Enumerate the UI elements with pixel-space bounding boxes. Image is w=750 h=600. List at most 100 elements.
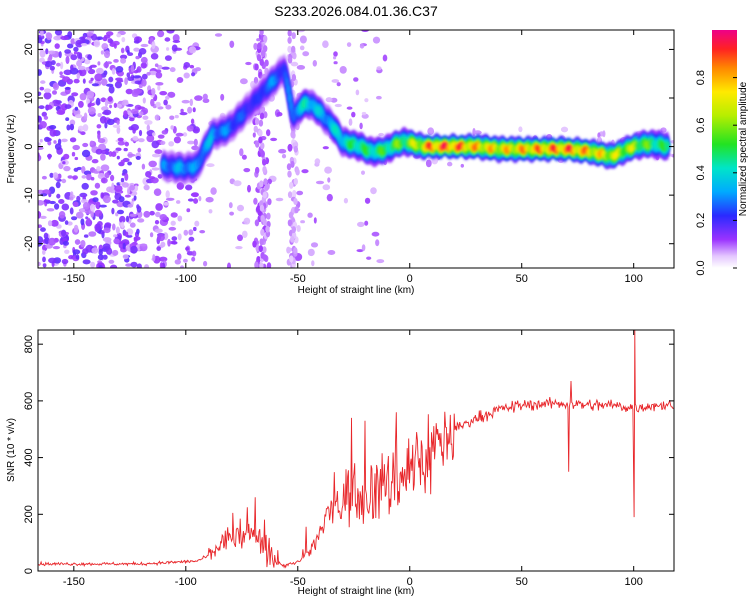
- x-tick-label: 0: [407, 273, 413, 285]
- noise-speck: [597, 132, 601, 139]
- noise-speck: [38, 115, 42, 123]
- noise-speck: [54, 43, 60, 49]
- noise-speck: [49, 200, 56, 205]
- noise-speck: [125, 263, 132, 267]
- x-tick-label: 100: [625, 273, 643, 285]
- noise-speck: [55, 181, 61, 189]
- noise-speck: [104, 122, 108, 129]
- noise-speck: [90, 210, 94, 218]
- noise-speck: [107, 96, 113, 102]
- noise-speck: [261, 50, 266, 58]
- noise-speck: [149, 210, 155, 216]
- noise-speck: [138, 84, 143, 89]
- noise-speck: [518, 126, 523, 133]
- noise-speck: [254, 261, 259, 268]
- noise-speck: [287, 30, 292, 37]
- noise-speck: [54, 203, 60, 210]
- noise-speck: [69, 123, 75, 131]
- y-tick-label: 10: [23, 92, 35, 104]
- noise-speck: [130, 64, 135, 73]
- noise-speck: [74, 106, 79, 111]
- noise-speck: [89, 203, 96, 212]
- noise-speck: [108, 259, 115, 264]
- noise-speck: [157, 233, 165, 242]
- noise-speck: [252, 240, 257, 248]
- noise-speck: [90, 77, 94, 82]
- noise-speck: [40, 80, 46, 84]
- noise-speck: [175, 132, 184, 137]
- noise-speck: [192, 107, 196, 113]
- noise-speck: [64, 220, 69, 225]
- noise-speck: [359, 43, 365, 49]
- noise-speck: [188, 229, 194, 236]
- noise-speck: [602, 130, 606, 138]
- noise-speck: [134, 80, 143, 85]
- colorbar-label: Normalized spectral amplitude: [738, 81, 749, 216]
- noise-speck: [72, 201, 79, 207]
- y-tick-label: 0: [23, 568, 35, 574]
- noise-speck: [193, 138, 198, 147]
- noise-speck: [287, 36, 292, 44]
- noise-speck: [100, 177, 108, 184]
- noise-speck: [255, 140, 260, 148]
- noise-speck: [253, 42, 258, 50]
- noise-speck: [103, 227, 111, 234]
- noise-speck: [174, 114, 179, 119]
- noise-speck: [160, 140, 166, 145]
- spectrogram-x-axis-label: Height of straight line (km): [298, 285, 415, 296]
- noise-speck: [139, 243, 148, 247]
- noise-speck: [315, 180, 325, 185]
- noise-speck: [150, 53, 159, 60]
- noise-speck: [71, 151, 76, 157]
- noise-speck: [259, 59, 264, 66]
- noise-speck: [188, 46, 197, 54]
- noise-speck: [263, 111, 268, 119]
- noise-speck: [82, 259, 91, 265]
- noise-speck: [286, 163, 292, 171]
- noise-speck: [101, 43, 109, 50]
- noise-speck: [119, 215, 126, 224]
- noise-speck: [560, 126, 569, 133]
- noise-speck: [116, 79, 124, 83]
- x-tick-label: -100: [175, 273, 197, 285]
- noise-speck: [60, 35, 69, 41]
- noise-speck: [52, 172, 59, 179]
- noise-speck: [44, 88, 51, 93]
- noise-speck: [90, 261, 96, 268]
- x-tick-label: -100: [175, 576, 197, 588]
- noise-speck: [289, 181, 294, 189]
- noise-speck: [157, 30, 165, 38]
- noise-speck: [187, 140, 195, 145]
- noise-speck: [293, 145, 298, 153]
- noise-speck: [76, 72, 81, 80]
- noise-speck: [322, 184, 331, 191]
- noise-speck: [322, 146, 329, 150]
- noise-speck: [80, 208, 85, 213]
- noise-speck: [42, 61, 46, 65]
- x-tick-label: 50: [516, 273, 528, 285]
- noise-speck: [243, 168, 251, 173]
- noise-speck: [163, 202, 170, 206]
- colorbar-ticks: 0.0 0.2 0.4 0.6 0.8: [695, 70, 737, 276]
- noise-speck: [71, 216, 78, 221]
- chart-title: S233.2026.084.01.36.C37: [274, 3, 438, 19]
- noise-speck: [78, 100, 84, 108]
- noise-speck: [156, 246, 161, 252]
- noise-speck: [220, 93, 225, 101]
- noise-speck: [233, 180, 242, 187]
- noise-speck: [40, 30, 44, 37]
- noise-speck: [205, 196, 214, 203]
- noise-speck: [81, 166, 86, 174]
- noise-speck: [171, 236, 178, 242]
- noise-speck: [159, 262, 164, 268]
- noise-speck: [324, 166, 332, 174]
- noise-speck: [262, 246, 267, 254]
- snr-axes: -150 -100 -50 0 50 100 0 200 400 600 800: [23, 330, 674, 588]
- noise-speck: [50, 219, 59, 227]
- noise-speck: [38, 69, 42, 76]
- noise-speck: [291, 74, 297, 81]
- noise-speck: [227, 262, 231, 268]
- noise-speck: [333, 56, 337, 60]
- noise-speck: [361, 244, 366, 252]
